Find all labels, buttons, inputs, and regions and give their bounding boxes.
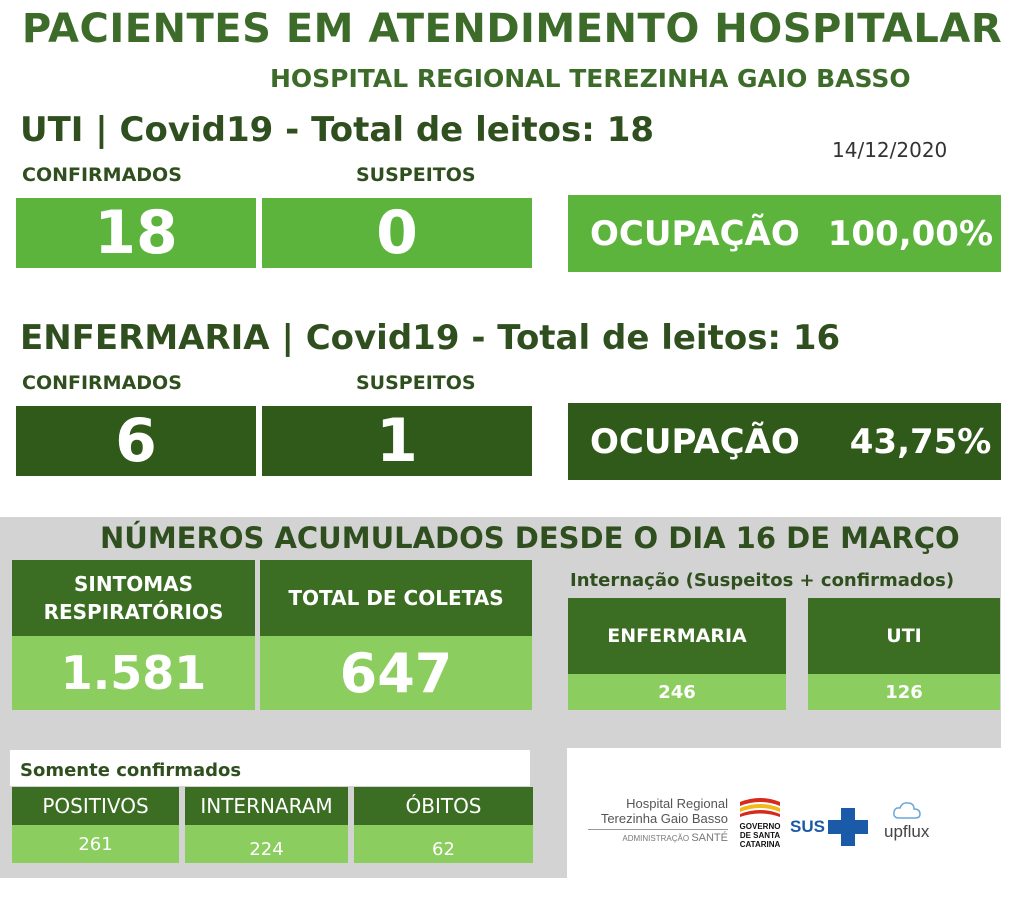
uti-occupancy-label: OCUPAÇÃO xyxy=(590,213,800,254)
enfermaria-occupancy-box: OCUPAÇÃO 43,75% xyxy=(568,403,1001,480)
respiratory-header: SINTOMAS RESPIRATÓRIOS xyxy=(12,560,255,636)
enfermaria-suspected-value: 1 xyxy=(262,406,532,476)
gov-line1: GOVERNO xyxy=(739,822,781,831)
respiratory-label-2: RESPIRATÓRIOS xyxy=(43,600,224,624)
enfermaria-occupancy-value: 43,75% xyxy=(849,421,992,462)
hospital-name: HOSPITAL REGIONAL TEREZINHA GAIO BASSO xyxy=(270,64,911,93)
gov-sc-emblem-icon xyxy=(740,798,780,817)
hospital-logo-line1: Hospital Regional xyxy=(626,796,728,811)
positives-label: POSITIVOS xyxy=(12,787,179,825)
page-title: PACIENTES EM ATENDIMENTO HOSPITALAR xyxy=(21,6,1003,52)
gov-sc-logo: GOVERNO DE SANTA CATARINA xyxy=(736,796,784,849)
hospitalized-value: 224 xyxy=(185,825,348,863)
hospital-logo-brand: SANTÉ xyxy=(691,832,728,844)
gov-line3: CATARINA xyxy=(739,840,781,849)
deaths-label: ÓBITOS xyxy=(354,787,533,825)
report-date: 14/12/2020 xyxy=(832,138,948,162)
uti-suspected-label: SUSPEITOS xyxy=(356,164,476,186)
internacao-enfermaria-label: ENFERMARIA xyxy=(568,598,786,674)
hospital-logo-line2: Terezinha Gaio Basso xyxy=(600,811,728,826)
accumulated-title: NÚMEROS ACUMULADOS DESDE O DIA 16 DE MAR… xyxy=(100,521,960,555)
confirmed-only-title: Somente confirmados xyxy=(20,760,242,781)
positives-value: 261 xyxy=(12,825,179,863)
sus-text: SUS xyxy=(790,817,825,836)
upflux-logo: upflux xyxy=(884,800,929,842)
hospital-logo: Hospital Regional Terezinha Gaio Basso A… xyxy=(588,796,728,844)
respiratory-label-1: SINTOMAS xyxy=(73,572,193,596)
internacao-title: Internação (Suspeitos + confirmados) xyxy=(570,570,955,591)
internacao-uti-label: UTI xyxy=(808,598,1000,674)
confirmed-only-title-bg xyxy=(10,750,530,786)
respiratory-value: 1.581 xyxy=(12,636,255,710)
enfermaria-confirmed-value: 6 xyxy=(16,406,256,476)
enfermaria-suspected-label: SUSPEITOS xyxy=(356,372,476,394)
hospitalized-label: INTERNARAM xyxy=(185,787,348,825)
uti-confirmed-value: 18 xyxy=(16,198,256,268)
hospital-logo-admin: ADMINISTRAÇÃO xyxy=(622,834,690,843)
cloud-icon xyxy=(892,802,921,819)
uti-confirmed-label: CONFIRMADOS xyxy=(22,164,182,186)
deaths-value: 62 xyxy=(354,825,533,863)
enfermaria-occupancy-label: OCUPAÇÃO xyxy=(590,421,800,462)
sus-cross-icon xyxy=(827,808,868,846)
collections-label: TOTAL DE COLETAS xyxy=(260,560,532,636)
collections-value: 647 xyxy=(260,636,532,710)
uti-heading: UTI | Covid19 - Total de leitos: 18 xyxy=(20,110,655,150)
uti-suspected-value: 0 xyxy=(262,198,532,268)
upflux-text: upflux xyxy=(884,822,930,841)
enfermaria-heading: ENFERMARIA | Covid19 - Total de leitos: … xyxy=(20,318,841,358)
internacao-uti-value: 126 xyxy=(808,674,1000,710)
uti-occupancy-value: 100,00% xyxy=(827,213,994,254)
uti-occupancy-box: OCUPAÇÃO 100,00% xyxy=(568,195,1001,272)
gov-line2: DE SANTA xyxy=(739,831,781,840)
enfermaria-confirmed-label: CONFIRMADOS xyxy=(22,372,182,394)
sus-logo: SUS xyxy=(790,808,868,846)
internacao-enfermaria-value: 246 xyxy=(568,674,786,710)
